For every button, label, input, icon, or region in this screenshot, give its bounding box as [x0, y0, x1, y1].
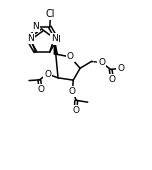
Text: O: O	[67, 52, 74, 61]
Polygon shape	[54, 38, 57, 54]
Text: N: N	[51, 34, 58, 43]
Text: O: O	[72, 106, 79, 115]
Text: O: O	[109, 75, 116, 84]
Text: N: N	[54, 35, 60, 44]
Text: Cl: Cl	[46, 9, 55, 19]
Text: N: N	[28, 34, 34, 43]
Text: O: O	[44, 70, 51, 79]
Text: O: O	[117, 64, 124, 73]
Text: O: O	[37, 85, 44, 94]
Text: N: N	[32, 22, 39, 31]
Text: O: O	[98, 58, 105, 67]
Text: O: O	[69, 87, 76, 96]
